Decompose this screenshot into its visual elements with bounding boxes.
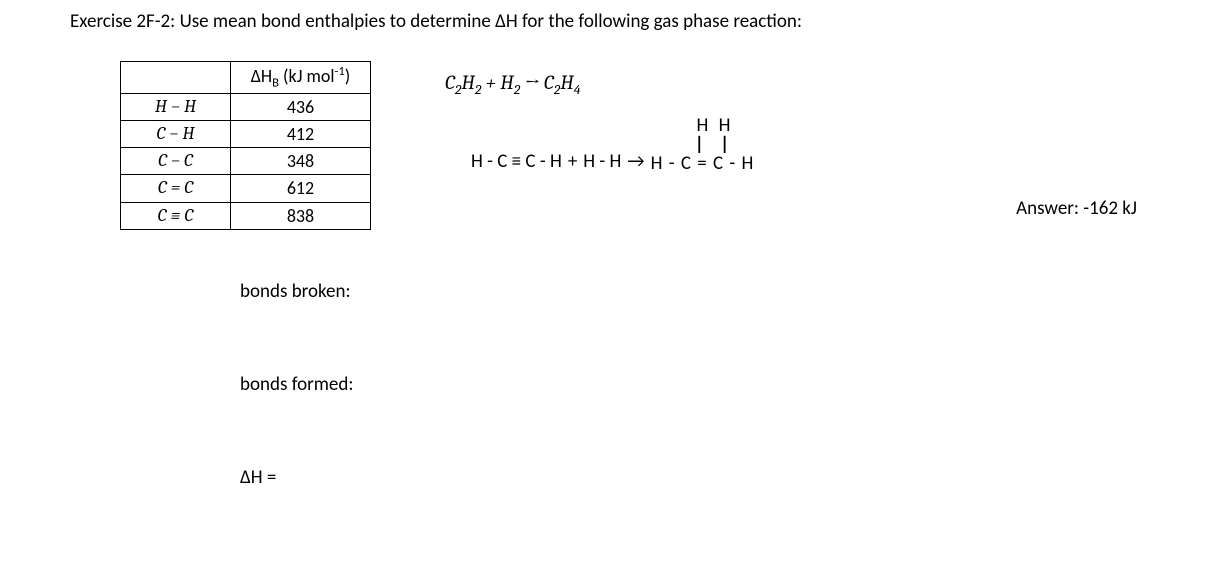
bond-cell: C ≡ C	[121, 202, 231, 229]
answer-text: Answer: -162 kJ	[431, 197, 1157, 220]
product-main-chain: H - C = C - H	[651, 154, 755, 173]
table-column: ΔHB (kJ mol-1) H − H436C − H412C − C348C…	[70, 61, 371, 230]
plus-sign: +	[568, 150, 577, 173]
value-cell: 436	[231, 93, 371, 120]
table-row: C − H412	[121, 120, 371, 147]
table-row: H − H436	[121, 93, 371, 120]
table-body: H − H436C − H412C − C348C = C612C ≡ C838	[121, 93, 371, 229]
molecular-equation: C2H2 + H2 → C2H4	[431, 71, 1157, 98]
value-cell: 612	[231, 175, 371, 202]
bond-cell: H − H	[121, 93, 231, 120]
table-row: C ≡ C838	[121, 202, 371, 229]
table-header-empty	[121, 62, 231, 94]
worksheet-prompts: bonds broken: bonds formed: ΔH =	[240, 280, 1157, 489]
bond-cell: C − C	[121, 148, 231, 175]
exercise-title: Exercise 2F-2: Use mean bond enthalpies …	[70, 10, 1157, 33]
content-row: ΔHB (kJ mol-1) H − H436C − H412C − C348C…	[70, 61, 1157, 230]
reactant-1-structure: H - C ≡ C - H	[471, 150, 562, 173]
value-cell: 838	[231, 202, 371, 229]
bond-cell: C = C	[121, 175, 231, 202]
reactant-2-structure: H - H	[583, 150, 621, 173]
reaction-arrow: →	[627, 150, 644, 173]
table-header-enthalpy: ΔHB (kJ mol-1)	[231, 62, 371, 94]
bonds-broken-prompt: bonds broken:	[240, 280, 1157, 303]
table-row: C = C612	[121, 175, 371, 202]
value-cell: 348	[231, 148, 371, 175]
value-cell: 412	[231, 120, 371, 147]
equation-column: C2H2 + H2 → C2H4 H - C ≡ C - H + H - H →…	[431, 61, 1157, 220]
product-structure: H H | | H - C = C - H	[651, 116, 755, 173]
bond-cell: C − H	[121, 120, 231, 147]
bond-enthalpy-table: ΔHB (kJ mol-1) H − H436C − H412C − C348C…	[120, 61, 371, 230]
delta-h-prompt: ΔH =	[240, 466, 1157, 489]
structural-equation: H - C ≡ C - H + H - H → H H | | H - C = …	[431, 116, 1157, 173]
bonds-formed-prompt: bonds formed:	[240, 373, 1157, 396]
table-row: C − C348	[121, 148, 371, 175]
